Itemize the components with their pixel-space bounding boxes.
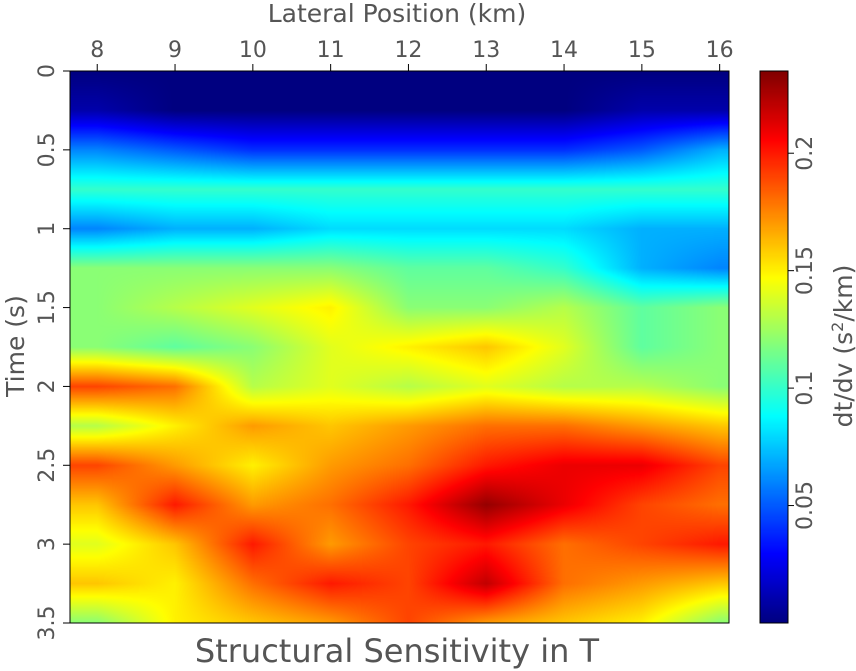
x-tick-label: 13 [472,38,500,63]
x-tick-label: 15 [628,38,656,63]
y-tick-label: 0.5 [35,132,60,167]
x-tick-label: 16 [706,38,734,63]
colorbar-tick-label: 0.1 [793,371,818,406]
y-tick-label: 3.5 [35,606,60,641]
colorbar-tick-label: 0.05 [793,481,818,530]
x-tick-label: 10 [239,38,267,63]
y-axis-ticks: 0 0.5 1 1.5 2 2.5 3 3.5 [35,64,70,641]
colorbar-frame [759,70,789,624]
x-tick-label: 11 [317,38,345,63]
colorbar-label-main: dt/dv (s [829,332,856,427]
x-tick-label: 8 [90,38,104,63]
colorbar-image [760,71,788,623]
colorbar-label: dt/dv (s2/km) [828,265,856,428]
colorbar-raster [760,71,788,623]
x-tick-label: 9 [168,38,182,63]
y-tick-label: 2.5 [35,448,60,483]
x-axis-label: Lateral Position (km) [268,0,527,28]
y-tick-label: 3 [35,537,60,551]
y-axis-label: Time (s) [1,295,30,398]
y-tick-label: 1 [35,222,60,236]
colorbar-ticks: 0.05 0.1 0.15 0.2 [788,136,818,530]
x-axis-ticks: 8 9 10 11 12 13 14 15 16 [90,38,734,71]
x-tick-label: 12 [394,38,422,63]
heatmap-image [70,71,729,623]
y-tick-label: 2 [35,379,60,393]
colorbar-tick-label: 0.15 [793,246,818,295]
colorbar-label-tail: /km) [829,265,856,322]
colorbar-tick-label: 0.2 [793,136,818,171]
y-tick-label: 0 [35,64,60,78]
colorbar-label-superscript: 2 [828,322,847,332]
y-tick-label: 1.5 [35,290,60,325]
x-tick-label: 14 [550,38,578,63]
heatmap-raster [70,71,729,623]
plot-frame [69,70,730,624]
chart-title: Structural Sensitivity in T [195,632,600,670]
